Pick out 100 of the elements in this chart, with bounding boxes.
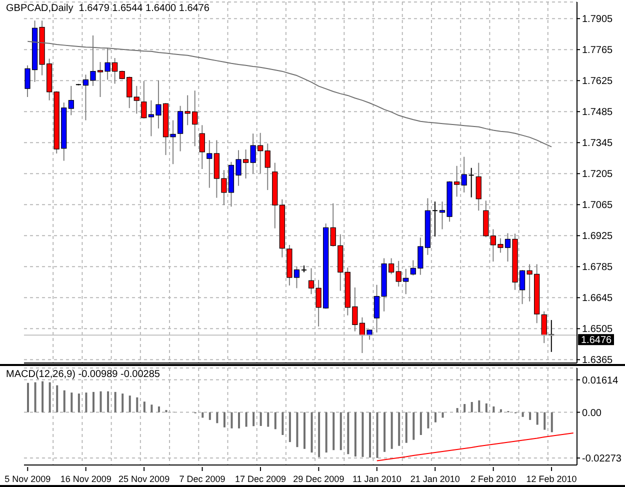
bar xyxy=(56,385,58,412)
bar xyxy=(143,402,146,412)
bar xyxy=(260,412,262,426)
chart-title: MACD(12,26,9) -0.00989 -0.00285 xyxy=(6,369,160,380)
bar xyxy=(420,412,422,436)
candlestick xyxy=(206,140,212,188)
bar xyxy=(398,412,400,446)
y-tick-label: 1.7625 xyxy=(582,76,614,88)
candlestick xyxy=(432,201,438,238)
ref-line-label: 1.6476 xyxy=(581,335,612,346)
x-tick-label: 11 Jan 2010 xyxy=(352,474,402,484)
x-tick-label: 12 Feb 2010 xyxy=(526,474,577,484)
bar xyxy=(464,404,466,412)
bar xyxy=(78,394,80,412)
bar xyxy=(318,412,320,458)
bar xyxy=(122,394,124,412)
y-tick-label: 1.7485 xyxy=(582,107,614,118)
bar xyxy=(216,412,218,424)
bar xyxy=(362,412,364,457)
bar xyxy=(136,397,138,412)
bar xyxy=(485,403,488,412)
y-tick-label: 1.7065 xyxy=(582,200,614,212)
bar xyxy=(238,412,240,428)
bar xyxy=(544,412,546,430)
bar xyxy=(34,382,36,412)
x-tick-label: 2 Feb 2010 xyxy=(470,474,516,484)
candlestick xyxy=(461,156,467,193)
y-tick-label: 1.6365 xyxy=(582,355,614,366)
x-tick-label: 29 Dec 2009 xyxy=(293,474,344,484)
y-tick-label: -0.02273 xyxy=(582,454,622,465)
x-tick-label: 5 Nov 2009 xyxy=(4,474,51,484)
bar xyxy=(70,392,73,412)
bar xyxy=(202,412,204,418)
x-tick-label: 21 Jan 2010 xyxy=(410,474,460,484)
bar xyxy=(288,412,291,442)
bar xyxy=(252,412,255,426)
x-tick-label: 7 Dec 2009 xyxy=(179,474,226,484)
candlestick xyxy=(468,167,474,198)
candlestick xyxy=(476,162,482,212)
bar xyxy=(274,412,276,430)
bar xyxy=(332,412,335,450)
bar xyxy=(282,412,284,436)
y-tick-label: 1.7765 xyxy=(582,45,614,56)
y-tick-label: 1.6645 xyxy=(582,293,614,304)
bar xyxy=(412,412,415,440)
bar xyxy=(434,412,436,422)
bar xyxy=(529,412,532,420)
line-series xyxy=(376,432,574,462)
y-tick-label: 1.7345 xyxy=(582,138,614,150)
bar xyxy=(128,396,131,412)
bar xyxy=(550,412,553,432)
bar xyxy=(304,412,306,449)
bar xyxy=(27,382,29,412)
bar xyxy=(310,412,313,453)
bar xyxy=(42,381,44,412)
candlestick xyxy=(264,143,270,191)
candlestick xyxy=(141,80,147,119)
bar xyxy=(340,412,342,450)
bar xyxy=(325,412,328,453)
bar xyxy=(354,412,356,457)
bar xyxy=(536,412,538,425)
bar xyxy=(107,391,110,412)
bar xyxy=(296,412,298,448)
bar xyxy=(223,412,226,428)
bar xyxy=(368,412,371,458)
bar xyxy=(456,408,458,412)
bar xyxy=(500,409,502,412)
candlestick xyxy=(178,105,184,152)
candlestick xyxy=(68,85,74,116)
y-tick-label: 1.6925 xyxy=(582,231,614,242)
bar xyxy=(114,392,116,412)
y-tick-label: 1.7205 xyxy=(582,169,614,180)
bar xyxy=(85,392,88,412)
bar xyxy=(158,406,160,412)
y-tick-label: 0.01614 xyxy=(582,375,619,386)
bar xyxy=(267,412,270,427)
y-tick-label: 1.6505 xyxy=(582,324,614,336)
bar xyxy=(208,412,211,420)
y-tick-label: 1.6785 xyxy=(582,262,614,274)
bar xyxy=(92,392,94,412)
x-tick-label: 16 Nov 2009 xyxy=(60,474,112,484)
bar xyxy=(427,412,430,428)
bar xyxy=(478,400,480,412)
bar xyxy=(230,412,233,428)
bar xyxy=(150,404,153,412)
x-tick-label: 17 Dec 2009 xyxy=(234,474,286,484)
bar xyxy=(390,412,393,449)
chart-title: GBPCAD,Daily 1.6479 1.6544 1.6400 1.6476 xyxy=(6,3,210,14)
candlestick xyxy=(134,85,140,114)
y-tick-label: 0.00 xyxy=(582,408,602,419)
bar xyxy=(376,412,378,458)
candlestick xyxy=(199,124,205,170)
bar xyxy=(522,412,524,417)
bar xyxy=(405,412,408,443)
bar xyxy=(492,406,495,412)
line-series xyxy=(27,40,552,148)
bar xyxy=(100,391,102,412)
x-tick-label: 25 Nov 2009 xyxy=(118,474,170,484)
bar xyxy=(470,402,473,412)
bar xyxy=(48,382,51,412)
